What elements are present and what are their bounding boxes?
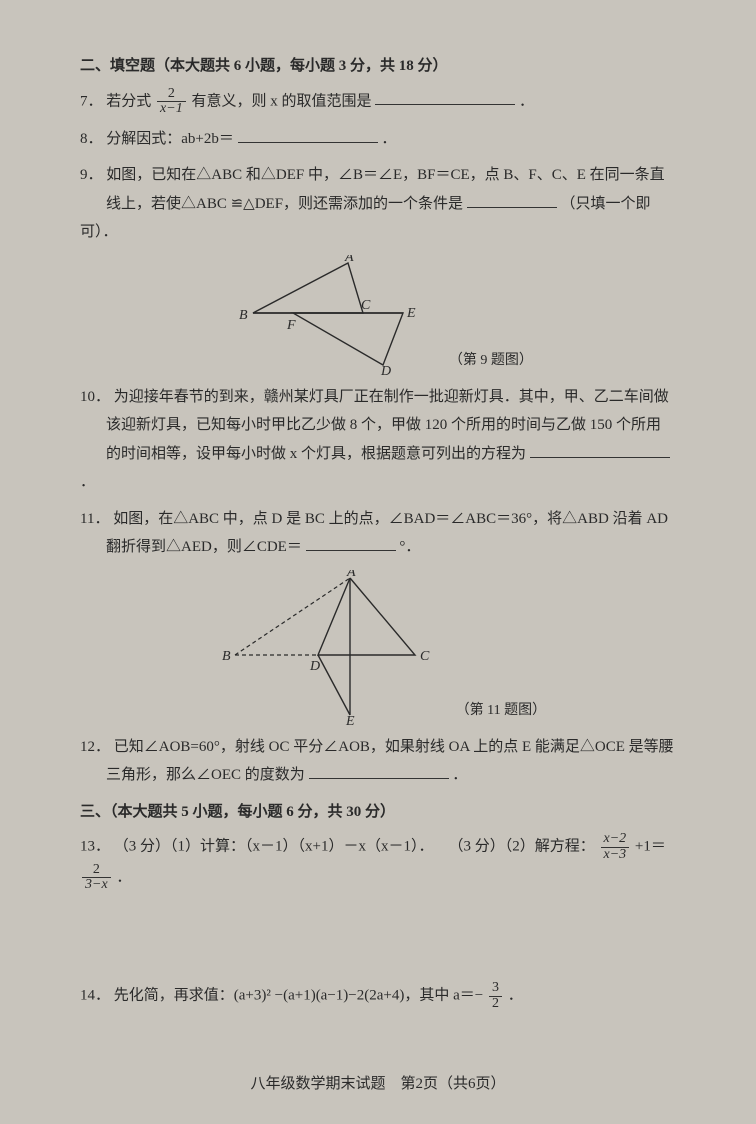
figure-11: A B D C E （第 11 题图） [80, 570, 686, 725]
problem-8: 8． 分解因式：ab+2b＝ ． [80, 125, 686, 154]
figure-9-caption: （第 9 题图） [449, 348, 533, 375]
problem-9: 9． 如图，已知在△ABC 和△DEF 中，∠B＝∠E，BF＝CE，点 B、F、… [80, 161, 686, 247]
q12-num: 12． [80, 739, 110, 755]
q13-tail: ． [116, 869, 131, 885]
fig11-adc [318, 578, 415, 655]
q13-p1: （3 分）（1）计算：（x－1）（x+1）－x（x－1）． [114, 839, 434, 855]
q14-num: 14． [80, 988, 110, 1004]
q7-num: 7． [80, 93, 103, 109]
page-footer: 八年级数学期末试题 第2页（共6页） [0, 1070, 756, 1099]
q7-pre: 若分式 [106, 93, 151, 109]
problem-7: 7． 若分式 2 x−1 有意义，则 x 的取值范围是 ． [80, 87, 686, 117]
fig9-label-b: B [239, 308, 248, 323]
q14-frac: 3 2 [489, 981, 502, 1011]
fig11-ba [235, 578, 350, 655]
q11-line2-pre: 翻折得到△AED，则∠CDE＝ [106, 539, 302, 555]
fig9-label-d: D [380, 364, 391, 375]
q13-f1-num: x−2 [601, 832, 630, 848]
q12-line2-pre: 三角形，那么∠OEC 的度数为 [106, 767, 305, 783]
q11-line1: 如图，在△ABC 中，点 D 是 BC 上的点，∠BAD＝∠ABC＝36°，将△… [113, 511, 668, 527]
q10-line3-post: ． [80, 474, 95, 490]
fig11-label-c: C [420, 649, 430, 664]
figure-11-svg: A B D C E [220, 570, 440, 725]
q12-line1: 已知∠AOB=60°，射线 OC 平分∠AOB，如果射线 OA 上的点 E 能满… [114, 739, 674, 755]
q13-f2-den: 3−x [82, 878, 111, 893]
figure-11-caption: （第 11 题图） [456, 698, 546, 725]
q14-pre: 先化简，再求值：(a+3)² −(a+1)(a−1)−2(2a+4)，其中 a＝… [114, 988, 483, 1004]
q9-line1: 如图，已知在△ABC 和△DEF 中，∠B＝∠E，BF＝CE，点 B、F、C、E… [106, 167, 664, 183]
workspace-13 [80, 901, 686, 981]
q9-line2: 线上，若使△ABC ≌△DEF，则还需添加的一个条件是 （只填一个即可）． [80, 196, 651, 241]
q7-tail: ． [519, 93, 534, 109]
q8-blank [238, 128, 378, 143]
q8-text: 分解因式：ab+2b＝ [106, 131, 234, 147]
q7-post: 有意义，则 x 的取值范围是 [191, 93, 371, 109]
q11-blank [306, 536, 396, 551]
fig11-label-d: D [309, 659, 320, 674]
q10-line1: 为迎接年春节的到来，赣州某灯具厂正在制作一批迎新灯具．其中，甲、乙二车间做 [114, 389, 669, 405]
q13-f2-num: 2 [82, 863, 111, 879]
q13-f1-den: x−3 [601, 848, 630, 863]
problem-10: 10． 为迎接年春节的到来，赣州某灯具厂正在制作一批迎新灯具．其中，甲、乙二车间… [80, 383, 686, 497]
fig9-label-a: A [344, 255, 354, 265]
q12-line2-post: ． [452, 767, 467, 783]
figure-9: A B C E F D （第 9 题图） [80, 255, 686, 375]
q10-line2: 该迎新灯具，已知每小时甲比乙少做 8 个，甲做 120 个所用的时间与乙做 15… [80, 417, 661, 433]
q13-mid: +1＝ [635, 839, 666, 855]
problem-12: 12． 已知∠AOB=60°，射线 OC 平分∠AOB，如果射线 OA 上的点 … [80, 733, 686, 790]
q11-num: 11． [80, 511, 109, 527]
q12-blank [309, 764, 449, 779]
q14-tail: ． [508, 988, 523, 1004]
fig9-label-c: C [361, 298, 371, 313]
fig11-label-a: A [346, 570, 356, 580]
q9-num: 9． [80, 167, 103, 183]
q14-frac-den: 2 [489, 997, 502, 1012]
fig11-label-b: B [222, 649, 231, 664]
fig11-de [318, 655, 350, 715]
fig9-abc [253, 263, 363, 313]
problem-13: 13． （3 分）（1）计算：（x－1）（x+1）－x（x－1）． （3 分）（… [80, 832, 686, 893]
problem-11: 11． 如图，在△ABC 中，点 D 是 BC 上的点，∠BAD＝∠ABC＝36… [80, 505, 686, 562]
section-3-header: 三、（本大题共 5 小题，每小题 6 分，共 30 分） [80, 798, 686, 827]
problem-14: 14． 先化简，再求值：(a+3)² −(a+1)(a−1)−2(2a+4)，其… [80, 981, 686, 1011]
figure-9-svg: A B C E F D [233, 255, 433, 375]
q7-frac-den: x−1 [157, 102, 186, 117]
q10-blank [530, 443, 670, 458]
q11-line2: 翻折得到△AED，则∠CDE＝ °． [80, 539, 420, 555]
q8-tail: ． [381, 131, 396, 147]
q10-line3-pre: 的时间相等，设甲每小时做 x 个灯具，根据题意可列出的方程为 [106, 446, 526, 462]
q12-line2: 三角形，那么∠OEC 的度数为 ． [80, 767, 467, 783]
q13-frac2: 2 3−x [82, 863, 111, 893]
q8-num: 8． [80, 131, 103, 147]
q7-frac-num: 2 [157, 87, 186, 103]
q14-frac-num: 3 [489, 981, 502, 997]
q7-blank [375, 90, 515, 105]
q11-line2-post: °． [399, 539, 420, 555]
q9-line2-pre: 线上，若使△ABC ≌△DEF，则还需添加的一个条件是 [106, 196, 463, 212]
fig11-label-e: E [345, 714, 355, 725]
fig9-label-f: F [286, 318, 296, 333]
section-2-header: 二、填空题（本大题共 6 小题，每小题 3 分，共 18 分） [80, 52, 686, 81]
q13-num: 13． [80, 839, 110, 855]
q9-blank [467, 193, 557, 208]
fig9-def [293, 313, 403, 365]
q13-frac1: x−2 x−3 [601, 832, 630, 862]
q10-num: 10． [80, 389, 110, 405]
fig9-label-e: E [406, 306, 416, 321]
q13-p2-pre: （3 分）（2）解方程： [448, 839, 594, 855]
q10-line3: 的时间相等，设甲每小时做 x 个灯具，根据题意可列出的方程为 ． [80, 446, 670, 491]
q7-fraction: 2 x−1 [157, 87, 186, 117]
